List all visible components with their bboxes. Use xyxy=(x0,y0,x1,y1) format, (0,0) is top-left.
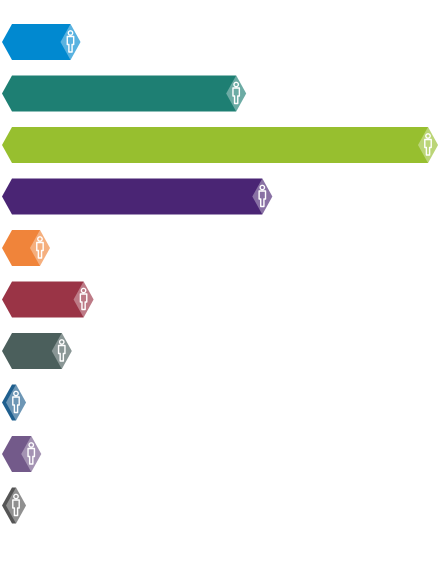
bar-group-3 xyxy=(2,127,438,163)
bar-group-8 xyxy=(2,384,26,421)
bar-group-6 xyxy=(2,281,94,318)
bar-7 xyxy=(2,333,72,369)
bar-group-2 xyxy=(2,75,247,112)
bar-group-9 xyxy=(2,436,42,472)
person-icon xyxy=(57,339,66,362)
bar-end-cap-10 xyxy=(6,487,26,524)
person-icon xyxy=(12,390,20,414)
bar-end-cap-3 xyxy=(418,127,438,163)
bar-2 xyxy=(2,75,247,112)
person-icon xyxy=(79,287,88,311)
person-icon xyxy=(232,81,241,105)
bar-group-1 xyxy=(2,24,81,60)
bar-3 xyxy=(2,127,438,163)
bar-end-cap-7 xyxy=(51,333,72,369)
bar-8 xyxy=(2,384,26,421)
bar-end-cap-5 xyxy=(29,230,50,266)
bar-10 xyxy=(2,487,26,524)
person-icon xyxy=(36,236,44,259)
bar-group-10 xyxy=(2,487,26,524)
person-icon xyxy=(258,184,267,208)
person-icon xyxy=(27,442,36,465)
bar-4 xyxy=(2,178,273,215)
bar-6 xyxy=(2,281,94,318)
person-icon xyxy=(424,133,432,156)
bar-group-4 xyxy=(2,178,273,215)
bar-end-cap-4 xyxy=(252,178,273,215)
bar-end-cap-6 xyxy=(73,281,94,318)
bar-end-cap-9 xyxy=(21,436,42,472)
person-icon xyxy=(12,493,20,517)
bar-end-cap-2 xyxy=(226,75,247,112)
bar-1 xyxy=(2,24,81,60)
bar-end-cap-8 xyxy=(6,384,26,421)
bar-end-cap-1 xyxy=(60,24,81,60)
person-icon xyxy=(66,30,75,53)
bar-group-5 xyxy=(2,230,50,266)
bar-9 xyxy=(2,436,42,472)
bar-group-7 xyxy=(2,333,72,369)
